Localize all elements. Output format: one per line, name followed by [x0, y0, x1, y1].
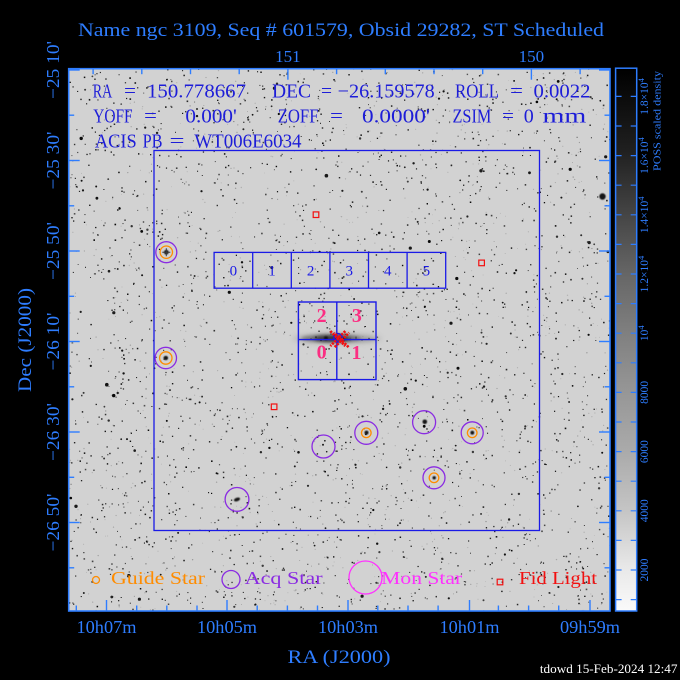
svg-text:=: =	[330, 106, 343, 128]
svg-text:09h59m: 09h59m	[560, 617, 620, 637]
svg-text:0: 0	[317, 341, 327, 363]
svg-text:=: =	[510, 81, 523, 103]
svg-text:−25 30': −25 30'	[43, 132, 63, 190]
svg-text:3: 3	[345, 264, 353, 280]
svg-text:ZOFF: ZOFF	[278, 106, 319, 128]
svg-text:=: =	[124, 81, 136, 103]
svg-text:151: 151	[275, 47, 301, 66]
svg-text:1: 1	[352, 342, 362, 364]
svg-text:PB: PB	[143, 130, 163, 152]
svg-text:1.2×104: 1.2×104	[636, 255, 651, 292]
svg-text:ROLL: ROLL	[455, 81, 499, 103]
svg-text:POSS scaled density: POSS scaled density	[652, 70, 664, 171]
svg-text:150: 150	[519, 47, 545, 66]
svg-text:1.4×104: 1.4×104	[636, 196, 651, 233]
svg-text:3: 3	[352, 305, 362, 327]
svg-text:=: =	[170, 130, 185, 152]
svg-text:=: =	[321, 81, 332, 103]
svg-text:10h01m: 10h01m	[440, 617, 500, 637]
svg-text:4: 4	[384, 264, 392, 280]
svg-text:2: 2	[317, 305, 327, 327]
svg-text:8000: 8000	[639, 381, 651, 404]
svg-text:0.000': 0.000'	[185, 106, 236, 128]
svg-text:0.0000': 0.0000'	[362, 106, 430, 128]
svg-text:=: =	[144, 106, 157, 128]
svg-text:−26.159578: −26.159578	[338, 81, 435, 103]
svg-text:1: 1	[268, 264, 276, 280]
svg-text:0.0022: 0.0022	[534, 81, 591, 103]
svg-text:−25 50': −25 50'	[43, 222, 63, 280]
svg-text:ZSIM: ZSIM	[453, 106, 492, 128]
svg-text:tdowd 15-Feb-2024 12:47: tdowd 15-Feb-2024 12:47	[540, 661, 678, 676]
svg-text:−26 50': −26 50'	[43, 494, 63, 552]
svg-text:Guide Star: Guide Star	[111, 568, 205, 588]
svg-text:RA: RA	[93, 81, 113, 103]
svg-text:1.6×104: 1.6×104	[636, 137, 651, 174]
svg-text:ACIS: ACIS	[95, 130, 137, 152]
svg-text:DEC: DEC	[272, 81, 311, 103]
svg-text:10h07m: 10h07m	[77, 617, 137, 637]
svg-text:WT006E6034: WT006E6034	[194, 130, 301, 152]
svg-text:2000: 2000	[639, 558, 651, 581]
svg-text:0: 0	[524, 106, 534, 128]
svg-text:−26 10': −26 10'	[43, 313, 63, 371]
svg-text:Name ngc 3109, Seq # 601579, O: Name ngc 3109, Seq # 601579, Obsid 29282…	[78, 20, 605, 41]
svg-text:=: =	[502, 106, 514, 128]
svg-text:0: 0	[230, 264, 238, 280]
svg-text:mm: mm	[543, 106, 587, 128]
svg-text:Fid Light: Fid Light	[519, 568, 597, 588]
svg-text:YOFF: YOFF	[93, 106, 132, 128]
svg-text:6000: 6000	[639, 440, 651, 463]
svg-text:Acq Star: Acq Star	[245, 568, 323, 588]
svg-text:−25 10': −25 10'	[43, 41, 63, 99]
svg-text:150.778667: 150.778667	[147, 81, 246, 103]
svg-text:10h03m: 10h03m	[318, 617, 378, 637]
svg-text:Dec (J2000): Dec (J2000)	[15, 288, 36, 392]
svg-text:2: 2	[307, 264, 315, 280]
svg-text:RA (J2000): RA (J2000)	[288, 647, 391, 668]
svg-text:5: 5	[423, 264, 431, 280]
svg-text:−26 30': −26 30'	[43, 403, 63, 461]
svg-text:1.8×104: 1.8×104	[636, 77, 651, 114]
svg-text:10h05m: 10h05m	[197, 617, 257, 637]
svg-text:4000: 4000	[639, 499, 651, 522]
svg-text:Mon Star: Mon Star	[381, 568, 462, 588]
